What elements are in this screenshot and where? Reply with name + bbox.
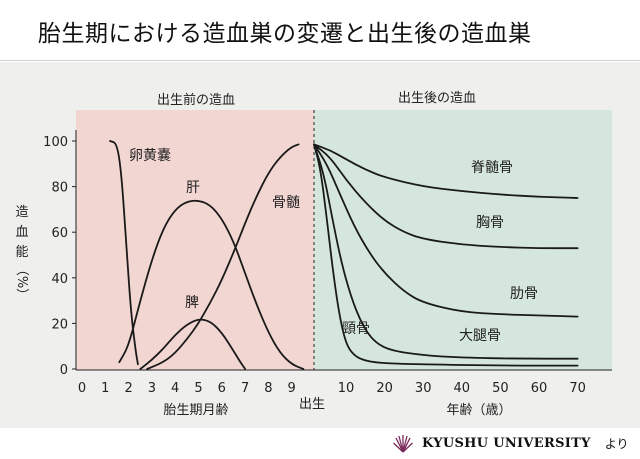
- x-tick-label-prenatal: 5: [194, 381, 202, 396]
- y-axis-label-char: 能: [15, 245, 28, 260]
- series-line-骨髄: [146, 143, 300, 370]
- x-tick-label-prenatal: 2: [124, 381, 132, 396]
- annotation-肋骨: 肋骨: [510, 286, 538, 302]
- x-tick-label-prenatal: 0: [78, 381, 86, 396]
- series-line-大腿骨: [313, 143, 579, 360]
- y-tick-labels: 0 20 40 60 80 100: [43, 135, 76, 378]
- x-tick-label-prenatal: 8: [264, 381, 272, 396]
- annotation-胸骨: 胸骨: [476, 215, 504, 231]
- y-tick-label: 40: [51, 272, 68, 287]
- x-tick-label-prenatal: 7: [241, 381, 249, 396]
- credit-suffix: より: [604, 436, 629, 451]
- prenatal-region: [76, 110, 314, 370]
- x-tick-label-postnatal: 50: [492, 381, 509, 396]
- y-axis-label: 造血能 （%）: [14, 205, 29, 301]
- series-line-肝: [118, 199, 305, 370]
- annotation-脊髄骨: 脊髄骨: [471, 160, 513, 176]
- x-tick-label-prenatal: 4: [171, 381, 179, 396]
- x-tick-label-prenatal: 9: [288, 381, 296, 396]
- series-line-胸骨: [313, 143, 579, 250]
- x-tick-label-postnatal: 70: [569, 381, 586, 396]
- axes-group: [75, 130, 612, 371]
- x-tick-label-postnatal: 40: [454, 381, 471, 396]
- x-axis-label-birth: 出生: [299, 397, 325, 412]
- kyushu-university-emblem-icon: [393, 435, 413, 453]
- y-axis-label-char: （%）: [14, 263, 29, 301]
- y-tick-label: 100: [43, 135, 68, 150]
- annotation-骨髄: 骨髄: [272, 195, 300, 211]
- annotation-脾: 脾: [185, 295, 199, 311]
- series-line-脊髄骨: [313, 143, 579, 199]
- y-tick-label: 60: [51, 226, 68, 241]
- annotation-頸骨: 頸骨: [342, 321, 370, 337]
- y-tick-label: 20: [51, 317, 68, 332]
- series-line-頸骨: [313, 143, 579, 367]
- x-axis-label-prenatal: 胎生期月齢: [163, 403, 228, 418]
- y-axis-label-char: 血: [15, 225, 28, 240]
- slide-title: 胎生期における造血巣の変遷と出生後の造血巣: [38, 21, 532, 47]
- x-axis-label-postnatal: 年齢（歳）: [446, 403, 511, 418]
- x-tick-label-postnatal: 60: [531, 381, 548, 396]
- region-label-postnatal: 出生後の造血: [398, 91, 476, 106]
- x-tick-labels: 0 1 2 3 4 5 6 7 8 9 10 20 30 40 50 60 70: [78, 381, 586, 396]
- series-lines: [109, 140, 579, 370]
- x-tick-label-prenatal: 1: [101, 381, 109, 396]
- x-tick-label-prenatal: 6: [218, 381, 226, 396]
- annotation-肝: 肝: [186, 180, 200, 196]
- annotation-卵黄嚢: 卵黄嚢: [129, 147, 171, 164]
- institution-name: KYUSHU UNIVERSITY: [422, 435, 591, 451]
- series-line-脾: [139, 318, 247, 370]
- x-tick-label-prenatal: 3: [148, 381, 156, 396]
- y-axis-label-char: 造: [15, 205, 28, 220]
- y-tick-label: 80: [51, 181, 68, 196]
- x-tick-label-postnatal: 10: [338, 381, 355, 396]
- series-line-卵黄嚢: [109, 140, 139, 366]
- region-label-prenatal: 出生前の造血: [157, 92, 235, 108]
- x-tick-label-postnatal: 20: [376, 381, 393, 396]
- x-tick-label-postnatal: 30: [415, 381, 432, 396]
- footer-credit: KYUSHU UNIVERSITY より: [392, 432, 629, 454]
- annotation-大腿骨: 大腿骨: [459, 328, 501, 344]
- series-line-肋骨: [313, 143, 579, 318]
- title-divider: [0, 60, 640, 61]
- y-tick-label: 0: [60, 363, 68, 378]
